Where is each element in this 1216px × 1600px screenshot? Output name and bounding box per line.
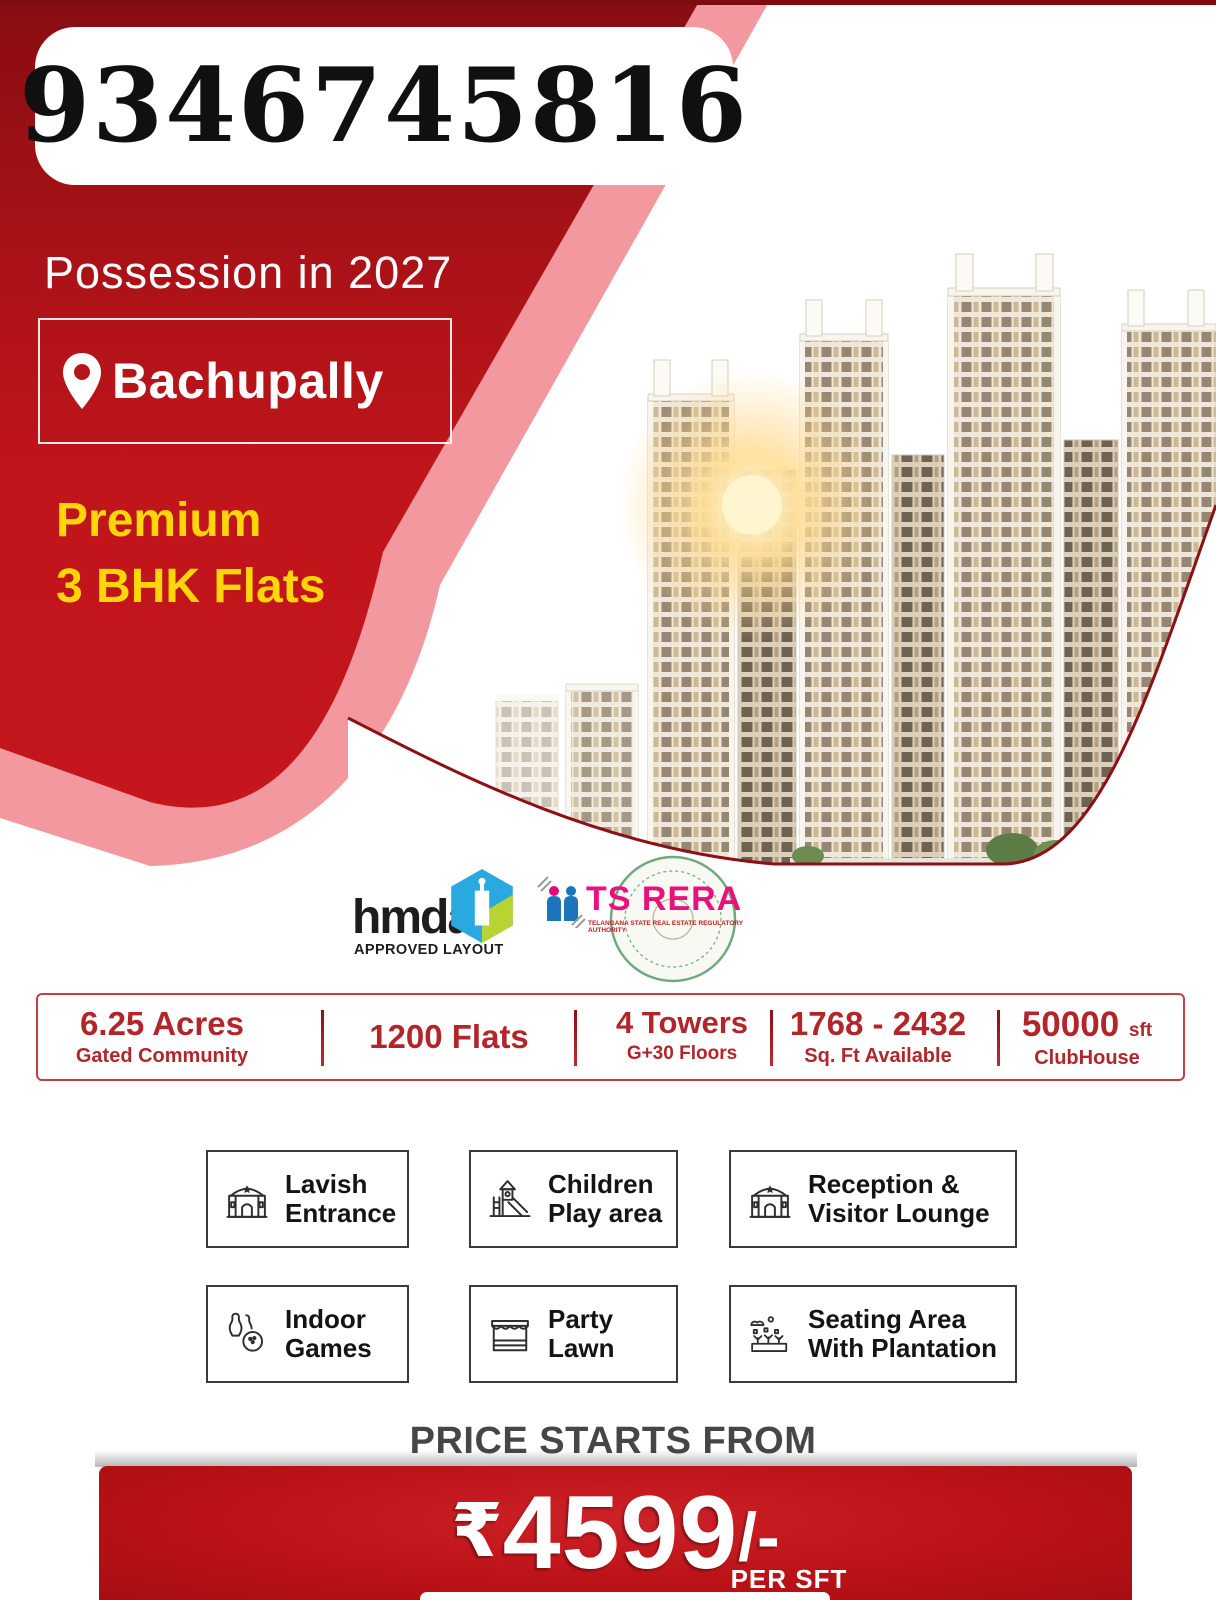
per-sft-label: PER SFT [730,1564,848,1594]
feature-label: Indoor Games [285,1303,372,1363]
stat-acres-value: 6.25 Acres [80,1005,244,1042]
stats-divider [321,1010,324,1066]
stat-sqft: 1768 - 2432 Sq. Ft Available [768,1005,988,1068]
stat-clubhouse-label: ClubHouse [1034,1047,1140,1069]
party-lawn-icon [491,1320,529,1352]
rera-logo-text: TS RERA [586,880,743,918]
feature-party-lawn: Party Lawn [469,1285,678,1383]
stat-towers-value: 4 Towers [615,1005,749,1040]
feature-children-play-area: Children Play area [469,1150,678,1248]
bowling-icon [228,1312,264,1352]
stat-clubhouse-unit: sft [1128,1020,1153,1041]
top-border-line [0,0,1216,5]
feature-seating-area: Seating Area With Plantation [729,1285,1017,1383]
feature-label: Reception & Visitor Lounge [808,1168,990,1228]
stat-flats: 1200 Flats [359,995,539,1079]
hmda-badge: hmda APPROVED LAYOUT [352,868,532,993]
red-swoosh-line [347,504,1216,866]
phone-banner[interactable]: 9346745816 [19,27,747,185]
stat-flats-value: 1200 Flats [369,1018,529,1055]
feature-lavish-entrance: Lavish Entrance [206,1150,409,1248]
seating-icon [750,1316,788,1352]
price-heading: PRICE STARTS FROM [409,1420,817,1462]
playground-icon [489,1180,531,1218]
stat-towers: 4 Towers G+30 Floors [602,1005,762,1065]
hmda-caption: APPROVED LAYOUT [354,942,504,958]
location-name: Bachupally [112,353,384,409]
stat-acres: 6.25 Acres Gated Community [62,1005,262,1068]
stats-divider [770,1010,773,1066]
rera-people-icon [537,876,586,928]
bottom-cutoff-pill [420,1592,830,1600]
phone-number: 9346745816 [19,46,749,166]
reception-icon [749,1185,791,1218]
stat-sqft-value: 1768 - 2432 [789,1005,967,1042]
stat-towers-label: G+30 Floors [626,1043,738,1064]
location-badge: Bachupally [38,318,452,444]
rera-seal-icon [609,855,737,983]
stat-sqft-label: Sq. Ft Available [804,1045,952,1067]
price-value: ₹4599/- [451,1475,780,1591]
stat-clubhouse: 50000 sft ClubHouse [997,1005,1177,1070]
rera-caption: TELANGANA STATE REAL ESTATE REGULATORY A… [588,920,743,934]
premium-line2: 3 BHK Flats [56,560,326,614]
red-swoosh [0,0,700,808]
stat-acres-label: Gated Community [75,1045,249,1067]
rupee-symbol: ₹ [451,1488,503,1574]
entrance-icon [226,1185,268,1218]
location-pin-icon [63,353,101,409]
price-box: ₹4599/- PER SFT [99,1466,1132,1600]
possession-text: Possession in 2027 [44,247,453,298]
premium-line1: Premium [56,494,262,547]
feature-reception-visitor-lounge: Reception & Visitor Lounge [729,1150,1017,1248]
stats-divider [574,1010,577,1066]
feature-label: Seating Area With Plantation [808,1303,997,1363]
price-box-shadow [95,1450,1137,1467]
stats-bar: 6.25 Acres Gated Community 1200 Flats 4 … [36,993,1185,1081]
feature-label: Party Lawn [548,1303,615,1363]
feature-label: Children Play area [548,1168,663,1228]
stat-clubhouse-value: 50000 sft [1021,1005,1153,1044]
ts-rera-badge: TS RERA TELANGANA STATE REAL ESTATE REGU… [536,852,746,992]
premium-text: Premium 3 BHK Flats [56,488,325,620]
hmda-hexagon-icon [451,869,513,943]
stats-divider [997,1010,1000,1066]
feature-label: Lavish Entrance [285,1168,397,1228]
feature-indoor-games: Indoor Games [206,1285,409,1383]
